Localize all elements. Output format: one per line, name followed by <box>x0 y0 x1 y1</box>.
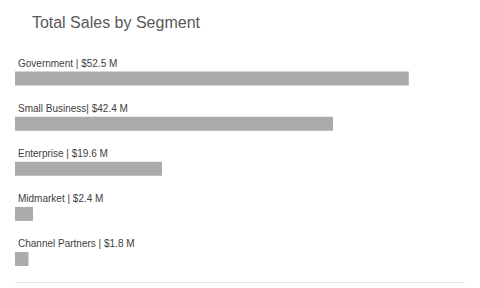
svg-text:Midmarket | $2.4 M: Midmarket | $2.4 M <box>18 193 103 204</box>
svg-text:Enterprise | $19.6 M: Enterprise | $19.6 M <box>18 148 108 159</box>
svg-text:Small Business| $42.4 M: Small Business| $42.4 M <box>18 103 128 114</box>
svg-text:Total Sales by Segment: Total Sales by Segment <box>32 14 201 31</box>
svg-text:Channel Partners | $1.8 M: Channel Partners | $1.8 M <box>18 238 135 249</box>
svg-text:Government | $52.5 M: Government | $52.5 M <box>18 58 117 69</box>
